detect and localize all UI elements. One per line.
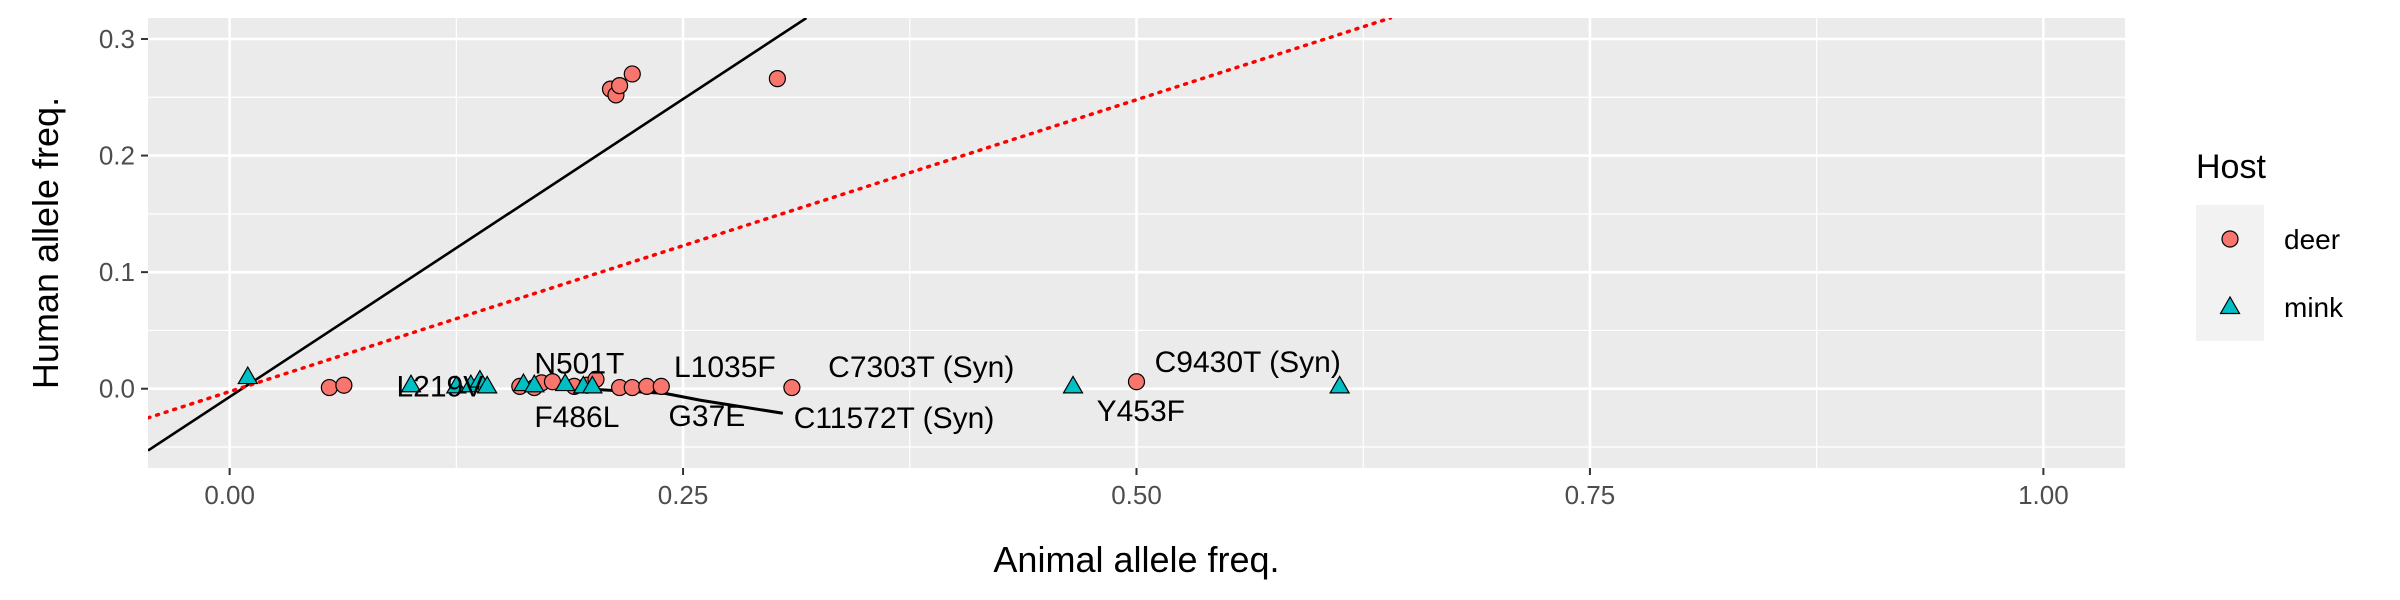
point-label: C9430T (Syn) [1155,346,1341,379]
x-tick-label: 0.75 [1565,480,1616,510]
mink-point [445,375,467,394]
legend-label-mink: mink [2284,292,2344,323]
x-tick-label: 1.00 [2018,480,2069,510]
deer-point [623,65,641,83]
mink-point [554,372,576,392]
data-points [237,65,1351,397]
deer-point [335,376,353,394]
deer-point [623,378,641,397]
y-tick-label: 0.0 [99,374,135,404]
deer-point [768,70,786,88]
y-tick-label: 0.2 [99,141,135,171]
dotted-reference-line [148,18,1393,420]
reference-lines [148,18,1393,452]
point-label: L219V [396,371,483,404]
y-axis-ticks: 0.0 0.1 0.2 0.3 [99,24,148,404]
point-label: C7303T (Syn) [828,351,1014,384]
deer-point [638,377,656,395]
deer-point [652,377,670,395]
x-axis-title: Animal allele freq. [993,539,1279,580]
deer-point [610,77,629,95]
deer-point [783,378,801,397]
identity-line [148,18,808,452]
point-label: Y453F [1097,395,1185,428]
y-tick-label: 0.1 [99,257,135,287]
y-tick-label: 0.3 [99,24,135,54]
x-tick-label: 0.00 [204,480,255,510]
mink-point [400,374,422,393]
deer-point [320,378,338,397]
point-label: N501T [534,347,624,380]
mink-point [1329,375,1351,394]
legend-symbol-deer [2221,230,2239,248]
mink-point [476,375,498,394]
mink-point [237,365,259,385]
x-tick-label: 0.25 [658,480,709,510]
point-label: F486L [534,401,619,434]
point-labels: N501T L1035F C7303T (Syn) C9430T (Syn) L219V… [396,346,1340,435]
y-axis-title: Human allele freq. [25,97,66,389]
legend-title: Host [2196,148,2266,186]
mink-point [1062,375,1084,394]
legend: Host deer mink [2196,148,2344,341]
deer-point [1127,373,1146,391]
point-label: C11572T (Syn) [794,402,995,435]
mink-point [581,375,603,394]
mink-point [523,374,545,393]
point-label: L1035F [674,351,776,384]
point-label: G37E [669,400,746,433]
legend-label-deer: deer [2284,224,2340,255]
x-tick-label: 0.50 [1111,480,1162,510]
x-axis-ticks: 0.00 0.25 0.50 0.75 1.00 [204,468,2069,510]
legend-symbol-mink [2219,295,2241,315]
